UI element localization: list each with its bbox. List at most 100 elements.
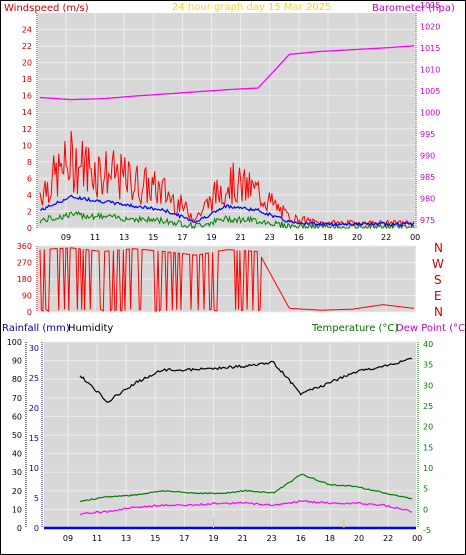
compass-n-top: N — [434, 241, 443, 255]
wind-x-tick: 17 — [177, 233, 187, 242]
rainfall-y-tick: 25 — [29, 374, 39, 383]
wind-x-tick: 15 — [148, 233, 158, 242]
wind-y-tick: 2 — [27, 207, 32, 216]
wind-y-tick: 6 — [27, 174, 32, 183]
direction-y-tick: 180 — [17, 275, 32, 284]
rainfall-y-tick: 15 — [29, 434, 39, 443]
lower-x-tick: 17 — [179, 534, 189, 543]
humidity-y-tick: 90 — [12, 357, 22, 366]
humidity-y-tick: 10 — [12, 505, 22, 514]
temperature-y-tick: 40 — [423, 340, 433, 349]
temperature-y-tick: 0 — [423, 505, 428, 514]
lower-x-tick: 19 — [208, 534, 218, 543]
rainfall-axis-title: Rainfall (mm) — [2, 323, 70, 334]
humidity-y-tick: 0 — [17, 524, 22, 533]
wind-y-tick: 12 — [22, 125, 32, 134]
temperature-y-tick: 15 — [423, 443, 433, 452]
temperature-y-tick: 5 — [423, 485, 428, 494]
lower-x-tick: 18 — [325, 534, 335, 543]
lower-x-tick: 09 — [63, 534, 73, 543]
compass-w: W — [432, 257, 444, 271]
wind-average-line — [39, 194, 415, 228]
temperature-axis-title: Temperature (°C) — [311, 323, 398, 334]
wind-y-tick: 16 — [22, 92, 32, 101]
lower-x-tick: 23 — [267, 534, 277, 543]
graph-title: 24 hour graph day 15 Mar 2025 — [172, 2, 331, 13]
wind-x-tick: 21 — [236, 233, 246, 242]
baro-y-tick: 990 — [420, 152, 435, 161]
baro-y-tick: 980 — [420, 195, 435, 204]
humidity-axis-title: Humidity — [68, 323, 113, 334]
temperature-line — [79, 473, 413, 503]
compass-s: S — [434, 273, 442, 287]
lower-x-tick: 16 — [296, 534, 306, 543]
wind-y-tick: 0 — [27, 224, 32, 233]
baro-y-tick: 1005 — [420, 87, 440, 96]
wind-y-tick: 4 — [27, 191, 32, 200]
wind-direction-line — [39, 247, 415, 312]
lower-x-tick: 15 — [150, 534, 160, 543]
wind-y-tick: 22 — [22, 42, 32, 51]
humidity-y-tick: 80 — [12, 375, 22, 384]
wind-x-tick: 22 — [381, 233, 391, 242]
lower-x-tick: 20 — [354, 534, 364, 543]
wind-y-tick: 18 — [22, 75, 32, 84]
baro-y-tick: 1000 — [420, 109, 440, 118]
dewpoint-line — [79, 499, 413, 515]
humidity-line — [79, 357, 413, 403]
wind-x-tick: 11 — [90, 233, 100, 242]
wind-x-tick: 00 — [410, 233, 420, 242]
wind-y-tick: 20 — [22, 59, 32, 68]
temperature-y-tick: 10 — [423, 464, 433, 473]
wind-y-tick: 24 — [22, 26, 32, 35]
humidity-y-tick: 60 — [12, 412, 22, 421]
temperature-y-tick: -5 — [423, 526, 431, 535]
humidity-y-tick: 100 — [7, 338, 22, 347]
wind-x-tick: 20 — [352, 233, 362, 242]
baro-y-tick: 1020 — [420, 23, 440, 32]
dewpoint-axis-title: Dew Point (°C) — [396, 323, 466, 334]
direction-y-tick: 90 — [22, 292, 32, 301]
temperature-y-tick: 35 — [423, 361, 433, 370]
humidity-y-tick: 50 — [12, 431, 22, 440]
wind-series — [39, 45, 415, 230]
wind-x-tick: 13 — [119, 233, 129, 242]
humidity-y-tick: 70 — [12, 394, 22, 403]
humidity-y-tick: 40 — [12, 450, 22, 459]
wind-x-tick: 18 — [323, 233, 333, 242]
wind-y-tick: 8 — [27, 158, 32, 167]
baro-y-tick: 985 — [420, 173, 435, 182]
humidity-y-tick: 30 — [12, 468, 22, 477]
wind-y-tick: 14 — [22, 108, 32, 117]
rainfall-y-tick: 30 — [29, 344, 39, 353]
lower-x-tick: 22 — [383, 534, 393, 543]
lower-x-tick: 11 — [92, 534, 102, 543]
wind-x-tick: 23 — [265, 233, 275, 242]
baro-y-tick: 975 — [420, 216, 435, 225]
humidity-y-tick: 20 — [12, 487, 22, 496]
compass-n-bottom: N — [434, 305, 443, 319]
tick-labels: 0246810121416182022249759809859909951000… — [7, 1, 441, 543]
baro-y-tick: 1010 — [420, 66, 440, 75]
temperature-y-tick: 30 — [423, 381, 433, 390]
rainfall-y-tick: 5 — [34, 494, 39, 503]
wind-gust-line — [39, 131, 415, 227]
wind-x-tick: 16 — [294, 233, 304, 242]
direction-y-tick: 270 — [17, 259, 32, 268]
lower-series — [44, 357, 416, 530]
rainfall-y-tick: 10 — [29, 464, 39, 473]
baro-y-tick: 1015 — [420, 44, 440, 53]
compass-e: E — [434, 289, 442, 303]
direction-series — [39, 247, 415, 312]
baro-y-tick: 995 — [420, 130, 435, 139]
lower-x-tick: 13 — [121, 534, 131, 543]
temperature-y-tick: 25 — [423, 402, 433, 411]
rainfall-y-tick: 0 — [34, 524, 39, 533]
barometer-line — [39, 45, 415, 101]
barometer-axis-title: Barometer (hpa) — [372, 3, 455, 14]
wind-y-tick: 10 — [22, 141, 32, 150]
lower-x-tick: 21 — [238, 534, 248, 543]
direction-y-tick: 0 — [27, 308, 32, 317]
direction-y-tick: 360 — [17, 242, 32, 251]
